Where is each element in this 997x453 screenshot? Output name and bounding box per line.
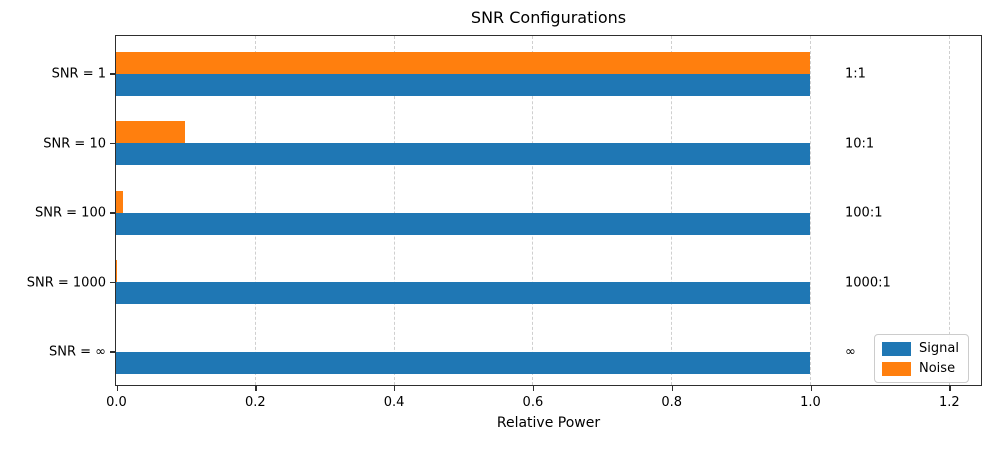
bar-signal [116,212,810,235]
gridline [948,36,950,385]
bar-signal [116,73,810,96]
legend: Signal Noise [874,334,969,383]
gridline [532,36,534,385]
x-tick-mark [394,386,396,391]
y-tick-mark [110,281,115,284]
bar-noise [116,260,117,282]
y-tick-mark [110,73,115,75]
y-tick-mark [110,351,115,353]
x-tick-label: 0.4 [383,395,405,410]
x-tick-mark [255,386,257,391]
legend-label: Signal [919,341,959,356]
gridline [810,36,811,385]
bar-signal [116,351,810,374]
y-tick-label: SNR = 1000 [26,275,106,290]
y-tick-label: SNR = 10 [43,136,106,151]
y-tick-label: SNR = ∞ [49,344,106,360]
legend-swatch-noise [882,361,911,376]
x-tick-label: 0.6 [522,395,544,410]
gridline [671,36,673,385]
bar-noise [116,190,123,213]
plot-area [115,35,982,386]
bar-signal [116,282,810,304]
legend-entries: Signal Noise [882,341,959,376]
ratio-annotation: 1000:1 [845,275,891,290]
bar-noise [116,121,186,143]
gridline [254,36,256,385]
x-tick-label: 1.0 [800,395,821,410]
y-tick-label: SNR = 1 [51,66,106,82]
ratio-annotation: 1:1 [845,66,866,82]
x-tick-mark [810,386,812,391]
x-tick-mark [949,386,951,391]
y-tick-mark [110,212,115,214]
x-axis-label: Relative Power [496,415,601,431]
x-tick-label: 1.2 [938,395,960,410]
bar-noise [116,51,810,74]
legend-entry: Signal [882,341,959,356]
chart-title: SNR Configurations [470,8,627,27]
x-tick-label: 0.8 [661,395,683,410]
ratio-annotation: 10:1 [845,136,875,151]
legend-entry: Noise [882,361,959,376]
gridline [393,36,395,385]
y-tick-mark [110,142,115,145]
x-tick-label: 0.2 [244,395,266,410]
x-tick-label: 0.0 [106,395,127,410]
x-tick-mark [532,386,535,391]
ratio-annotation: 100:1 [845,205,883,221]
y-tick-label: SNR = 100 [35,205,106,221]
bar-signal [116,143,810,165]
legend-swatch-signal [882,341,911,356]
x-tick-mark [671,386,674,391]
ratio-annotation: ∞ [845,344,856,360]
legend-label: Noise [919,361,956,376]
x-tick-mark [116,386,118,391]
